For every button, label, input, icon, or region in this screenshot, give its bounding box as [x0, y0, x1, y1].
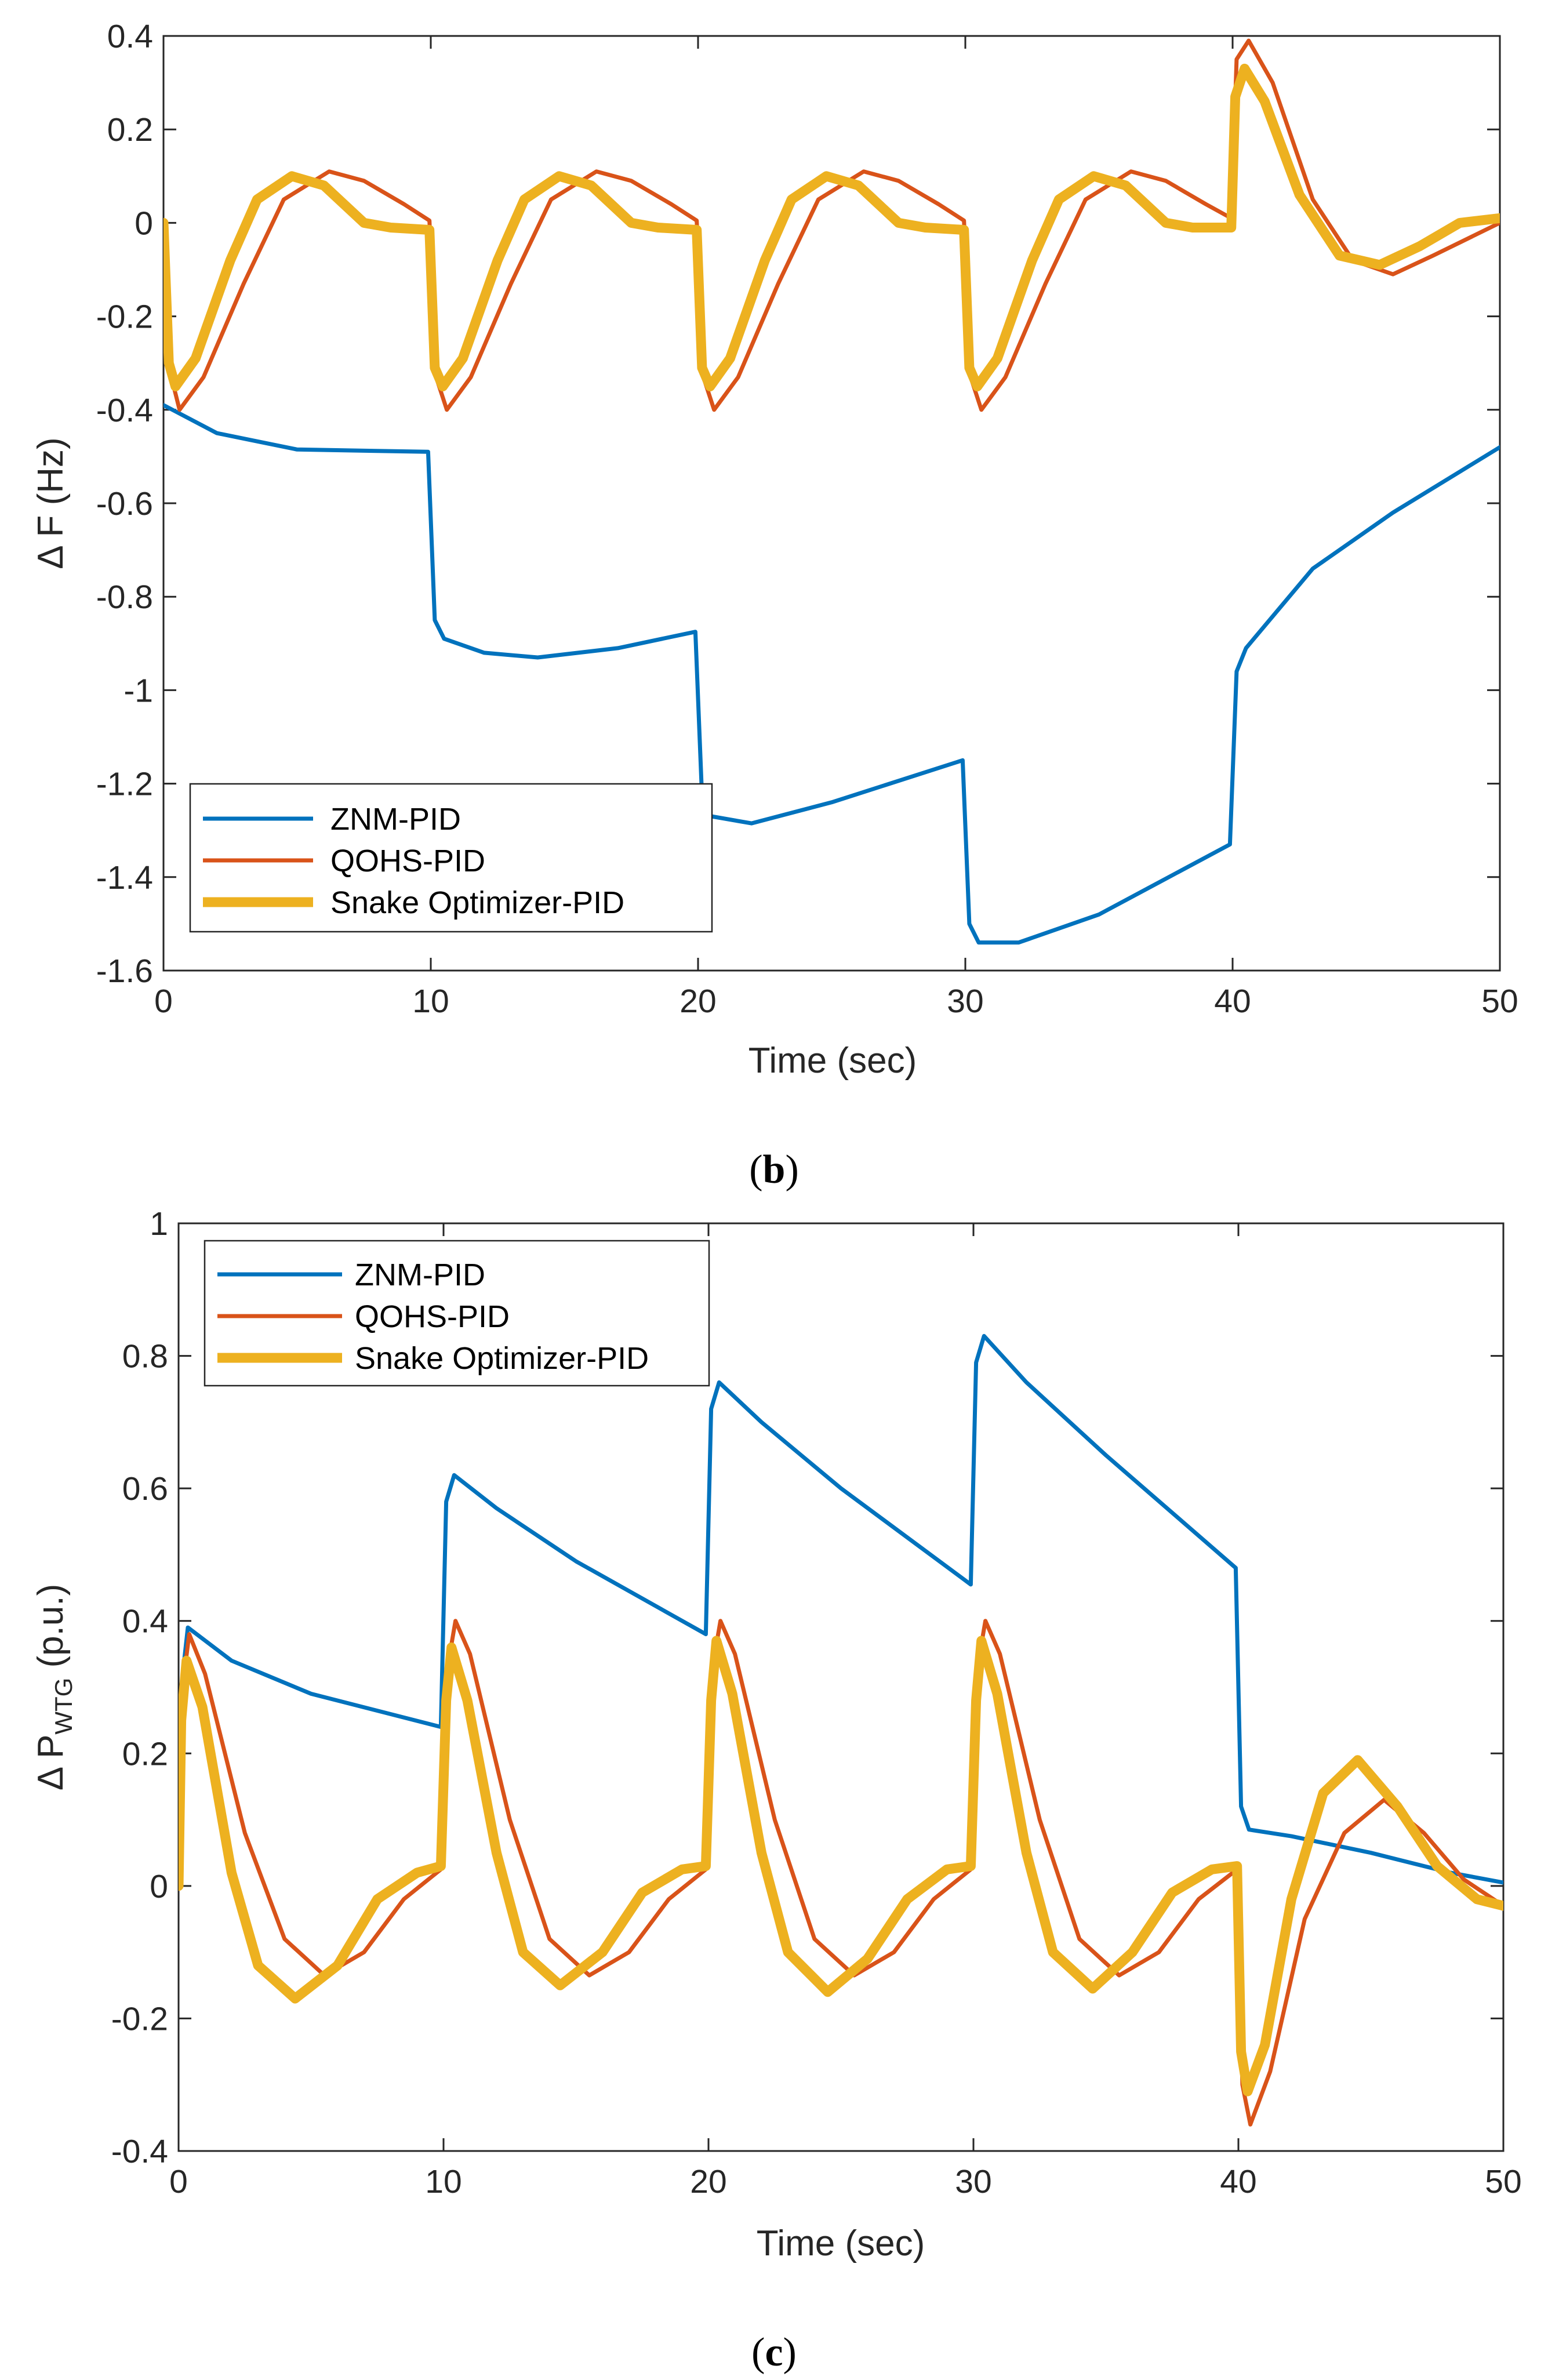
- x-tick-label: 10: [412, 983, 449, 1020]
- y-tick-label: -0.2: [96, 299, 153, 336]
- y-tick-label: 0.8: [122, 1338, 168, 1375]
- legend-label-snake: Snake Optimizer-PID: [355, 1341, 649, 1376]
- y-axis-label-prefix: Δ F: [31, 505, 71, 569]
- y-axis-label-main: (Hz): [31, 437, 71, 505]
- y-tick-label: -0.4: [96, 392, 153, 429]
- series-line-znm-pid: [163, 403, 1500, 945]
- subfigure-caption-c: (c): [751, 2330, 797, 2375]
- x-tick-label: 40: [1214, 983, 1251, 1020]
- legend-label-qohs: QOHS-PID: [330, 844, 485, 878]
- y-tick-label: -1.4: [96, 859, 153, 896]
- x-tick-label: 0: [154, 983, 173, 1020]
- x-tick-label: 50: [1481, 983, 1518, 1020]
- y-tick-label: 0.4: [107, 18, 153, 55]
- y-axis-label-tail: (p.u.): [31, 1584, 71, 1678]
- y-tick-label: 0.2: [122, 1735, 168, 1772]
- y-tick-label: 0: [135, 205, 153, 242]
- y-tick-label: 0: [150, 1868, 168, 1905]
- y-tick-label: -1.6: [96, 953, 153, 990]
- legend-label-snake: Snake Optimizer-PID: [330, 885, 624, 920]
- legend: ZNM-PID QOHS-PID Snake Optimizer-PID: [204, 1240, 710, 1387]
- series-line-snake-optimizer-pid: [163, 63, 1500, 391]
- y-tick-label: -0.4: [111, 2133, 168, 2170]
- x-axis-label: Time (sec): [757, 2223, 925, 2263]
- legend-label-qohs: QOHS-PID: [355, 1299, 510, 1334]
- y-tick-label: 1: [150, 1205, 168, 1242]
- y-tick-label: -0.8: [96, 579, 153, 616]
- legend: ZNM-PID QOHS-PID Snake Optimizer-PID: [189, 783, 713, 933]
- y-tick-label: -0.2: [111, 2000, 168, 2037]
- legend-label-znm: ZNM-PID: [355, 1258, 485, 1292]
- y-tick-label: -1: [123, 672, 153, 709]
- x-tick-label: 20: [690, 2163, 726, 2200]
- y-axis-label-prefix: Δ P: [31, 1735, 71, 1791]
- series-line-snake-optimizer-pid: [179, 1636, 1503, 2096]
- y-axis-label: Δ PWTG (p.u.): [31, 1584, 77, 1790]
- x-tick-label: 10: [425, 2163, 462, 2200]
- y-tick-label: 0.6: [122, 1470, 168, 1507]
- series-line-znm-pid: [179, 1333, 1503, 1888]
- y-tick-label: -1.2: [96, 766, 153, 803]
- x-axis-label: Time (sec): [748, 1041, 917, 1081]
- y-tick-label: -0.6: [96, 485, 153, 522]
- subfigure-caption-b: (b): [749, 1147, 799, 1192]
- x-tick-label: 20: [679, 983, 716, 1020]
- chart-panel-c: -0.4 -0.2 0 0.2 0.4 0.6 0.8 1 0 10 20 30 40 50 Time …: [31, 1205, 1522, 2263]
- x-tick-label: 50: [1485, 2163, 1521, 2200]
- y-tick-label: 0.4: [122, 1603, 168, 1640]
- series-line-qohs-pid: [179, 1619, 1503, 2127]
- y-axis-label-subscript: WTG: [50, 1678, 77, 1735]
- x-tick-label: 30: [947, 983, 983, 1020]
- legend-label-znm: ZNM-PID: [330, 802, 461, 837]
- x-tick-label: 40: [1220, 2163, 1256, 2200]
- x-tick-label: 0: [169, 2163, 188, 2200]
- y-axis-label: Δ F (Hz): [31, 437, 71, 569]
- chart-panel-b: -1.6 -1.4 -1.2 -1 -0.8 -0.6 -0.4 -0.2 0 0.2 0.4 0 1…: [31, 18, 1518, 1081]
- y-tick-label: 0.2: [107, 111, 153, 148]
- x-tick-label: 30: [955, 2163, 991, 2200]
